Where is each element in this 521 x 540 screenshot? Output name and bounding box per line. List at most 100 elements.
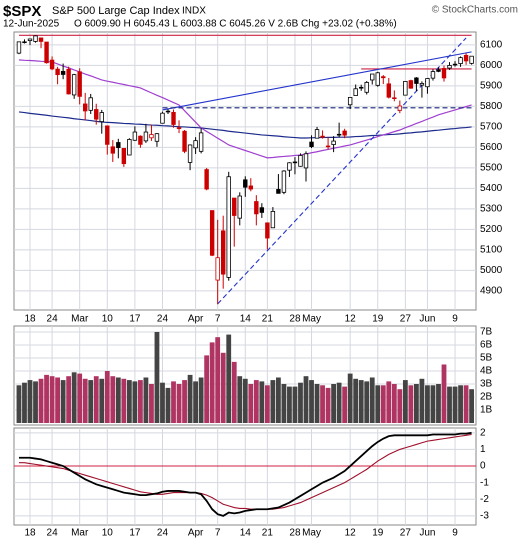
candle-body (121, 148, 127, 165)
volume-bar (138, 380, 143, 423)
candle-body (386, 83, 391, 98)
candle-body (325, 145, 331, 148)
candle-body (469, 55, 474, 64)
candle-body (77, 71, 82, 97)
volume-bar (369, 377, 375, 423)
volume-bar (347, 373, 353, 423)
y-tick-label: 6B (480, 340, 493, 351)
x-tick-label: 24 (157, 314, 169, 325)
candle-body (281, 170, 287, 193)
candle-body (259, 207, 265, 213)
y-tick-label: 1 (480, 444, 486, 455)
volume-bar (303, 376, 309, 423)
volume-bar (143, 377, 149, 423)
volume-bar (171, 381, 176, 423)
volume-bar (88, 380, 94, 423)
y-tick-label: 5200 (480, 224, 503, 235)
candle-body (463, 54, 469, 62)
candle-body (342, 130, 347, 136)
y-tick-label: 5500 (480, 163, 503, 174)
candle-body (232, 197, 237, 216)
y-tick-label: 5900 (480, 81, 503, 92)
volume-bar (33, 381, 38, 423)
volume-bar (242, 378, 248, 423)
y-tick-label: 2B (480, 392, 493, 403)
candle-body (22, 41, 27, 44)
candle-body (171, 111, 176, 125)
volume-bar (104, 370, 110, 423)
x-tick-label: 24 (157, 528, 169, 539)
candle-body (127, 139, 132, 156)
candle-body (347, 96, 353, 106)
y-tick-label: 5100 (480, 245, 503, 256)
candle-body (243, 179, 248, 188)
candle-body (33, 35, 38, 42)
x-tick-label: May (302, 528, 321, 539)
candle-body (187, 144, 193, 163)
candle-body (149, 134, 154, 139)
x-tick-label: 17 (129, 314, 141, 325)
volume-bar (298, 382, 303, 423)
x-tick-label: 24 (47, 528, 59, 539)
candle-body (436, 69, 441, 72)
y-tick-label: -3 (480, 511, 489, 522)
volume-bar (176, 383, 182, 423)
volume-bar (331, 383, 336, 423)
candle-body (358, 86, 364, 89)
candle-body (182, 130, 187, 152)
volume-bar (27, 380, 33, 423)
volume-bar (60, 380, 66, 423)
volume-bar (187, 374, 193, 423)
candle-body (254, 201, 259, 215)
volume-bar (55, 377, 60, 423)
trendline (217, 37, 467, 305)
candle-body (265, 222, 270, 239)
volume-bar (237, 376, 243, 423)
y-tick-label: 7B (480, 327, 493, 338)
candle-body (375, 72, 380, 86)
volume-bar (44, 374, 49, 423)
volume-bar (99, 378, 105, 423)
volume-bar (71, 372, 77, 423)
x-tick-label: Jun (419, 314, 435, 325)
y-tick-label: 5300 (480, 204, 503, 215)
candle-body (414, 77, 419, 84)
volume-bar (253, 380, 259, 423)
volume-bar (402, 380, 408, 423)
x-tick-label: 12 (345, 314, 357, 325)
candle-body (204, 169, 209, 190)
x-tick-label: 17 (129, 528, 141, 539)
candle-body (248, 185, 253, 190)
volume-bar (110, 376, 116, 423)
x-tick-label: 12 (345, 528, 357, 539)
y-tick-label: 4B (480, 366, 493, 377)
volume-bar (198, 377, 204, 423)
volume-bar (259, 381, 265, 423)
volume-bar (287, 386, 292, 423)
volume-bar (215, 337, 221, 423)
candle-body (176, 127, 182, 129)
candle-body (209, 210, 215, 256)
volume-bar (160, 382, 165, 423)
volume-bar (182, 380, 187, 423)
volume-bar (391, 383, 397, 423)
candle-body (430, 71, 436, 79)
y-tick-label: 1B (480, 405, 493, 416)
candle-body (60, 70, 66, 75)
volume-bar (16, 385, 22, 423)
candle-body (99, 112, 104, 122)
volume-bar (193, 381, 198, 423)
line-series (18, 59, 472, 159)
x-tick-label: May (302, 314, 321, 325)
volume-bar (325, 387, 331, 423)
volume-bar (149, 383, 154, 423)
candle-body (287, 162, 292, 171)
candle-body (143, 131, 149, 142)
candle-body (364, 82, 369, 93)
x-tick-label: Mar (71, 314, 89, 325)
x-tick-label: 27 (400, 528, 412, 539)
subtitle: S&P 500 Large Cap Index (52, 5, 180, 17)
candle-body (88, 97, 93, 111)
volume-bar (281, 383, 287, 423)
x-tick-label: 18 (24, 528, 36, 539)
